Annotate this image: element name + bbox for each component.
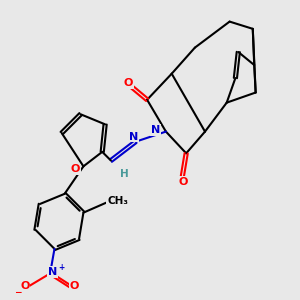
Text: +: + xyxy=(58,262,64,272)
Text: N: N xyxy=(48,267,57,277)
Text: H: H xyxy=(120,169,128,178)
Text: O: O xyxy=(124,78,133,88)
Text: N: N xyxy=(151,125,160,135)
Text: O: O xyxy=(69,281,79,292)
Text: CH₃: CH₃ xyxy=(107,196,128,206)
Text: O: O xyxy=(20,281,30,292)
Text: O: O xyxy=(70,164,80,174)
Text: N: N xyxy=(130,131,139,142)
Text: O: O xyxy=(178,177,188,187)
Text: −: − xyxy=(14,288,21,297)
